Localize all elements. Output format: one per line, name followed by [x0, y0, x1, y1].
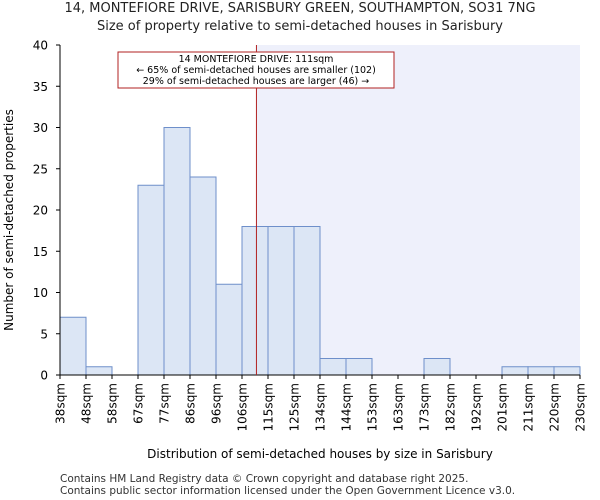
x-tick-label: 125sqm: [288, 383, 302, 431]
x-tick-label: 211sqm: [522, 383, 536, 431]
x-tick-label: 134sqm: [314, 383, 328, 431]
chart-title-subtitle: Size of property relative to semi-detach…: [96, 19, 503, 34]
y-tick-label: 25: [33, 162, 48, 176]
histogram-bar: [215, 283, 243, 376]
x-tick-label: 115sqm: [262, 383, 276, 431]
histogram-chart: 0 5 10 15 20 25 30 35 40 38sqm 48sqm 58sqm 67sqm 77s…: [2, 39, 588, 462]
x-tick-label: 38sqm: [54, 383, 68, 424]
x-tick-label: 182sqm: [444, 383, 458, 431]
x-tick-label: 144sqm: [340, 383, 354, 431]
y-tick-label: 30: [33, 121, 48, 135]
x-tick-label: 48sqm: [80, 383, 94, 424]
x-tick-label: 96sqm: [210, 383, 224, 424]
property-annotation: 14 MONTEFIORE DRIVE: 111sqm ← 65% of sem…: [117, 51, 395, 89]
x-tick-label: 86sqm: [184, 383, 198, 424]
annotation-line-3: 29% of semi-detached houses are larger (…: [143, 76, 370, 87]
histogram-bar: [59, 316, 87, 376]
x-tick-label: 173sqm: [418, 383, 432, 431]
x-tick-label: 163sqm: [392, 383, 406, 431]
y-tick-label: 10: [33, 286, 48, 300]
histogram-bar: [241, 226, 269, 376]
histogram-bar: [293, 226, 321, 376]
x-tick-label: 77sqm: [158, 383, 172, 424]
y-tick-label: 15: [33, 245, 48, 259]
x-tick-label: 106sqm: [236, 383, 250, 431]
x-tick-label: 220sqm: [548, 383, 562, 431]
y-tick-label: 20: [33, 204, 48, 218]
footer-copyright: Contains HM Land Registry data © Crown c…: [60, 473, 469, 485]
x-tick-label: 67sqm: [132, 383, 146, 424]
y-tick-label: 35: [33, 80, 48, 94]
histogram-bar: [319, 358, 347, 376]
x-tick-label: 192sqm: [470, 383, 484, 431]
x-tick-label: 58sqm: [106, 383, 120, 424]
annotation-line-1: 14 MONTEFIORE DRIVE: 111sqm: [179, 54, 334, 65]
histogram-bar: [137, 184, 165, 376]
y-tick-label: 5: [40, 327, 48, 341]
histogram-bar: [189, 176, 217, 376]
histogram-bar: [501, 366, 529, 376]
y-tick-label: 0: [40, 369, 48, 383]
x-tick-label: 153sqm: [366, 383, 380, 431]
y-tick-label: 40: [33, 39, 48, 53]
histogram-bar: [423, 358, 451, 376]
annotation-line-2: ← 65% of semi-detached houses are smalle…: [136, 65, 376, 76]
histogram-bar: [553, 366, 581, 376]
x-tick-label: 201sqm: [496, 383, 510, 431]
chart-title-address: 14, MONTEFIORE DRIVE, SARISBURY GREEN, S…: [64, 1, 536, 16]
histogram-bar: [85, 366, 113, 376]
footer-licence: Contains public sector information licen…: [60, 485, 516, 497]
histogram-bar: [345, 358, 373, 376]
y-axis-label: Number of semi-detached properties: [2, 109, 16, 331]
x-axis-label: Distribution of semi-detached houses by …: [147, 447, 493, 461]
histogram-bar: [527, 366, 555, 376]
x-tick-label: 230sqm: [574, 383, 588, 431]
histogram-bar: [267, 226, 295, 376]
histogram-bar: [163, 127, 191, 376]
